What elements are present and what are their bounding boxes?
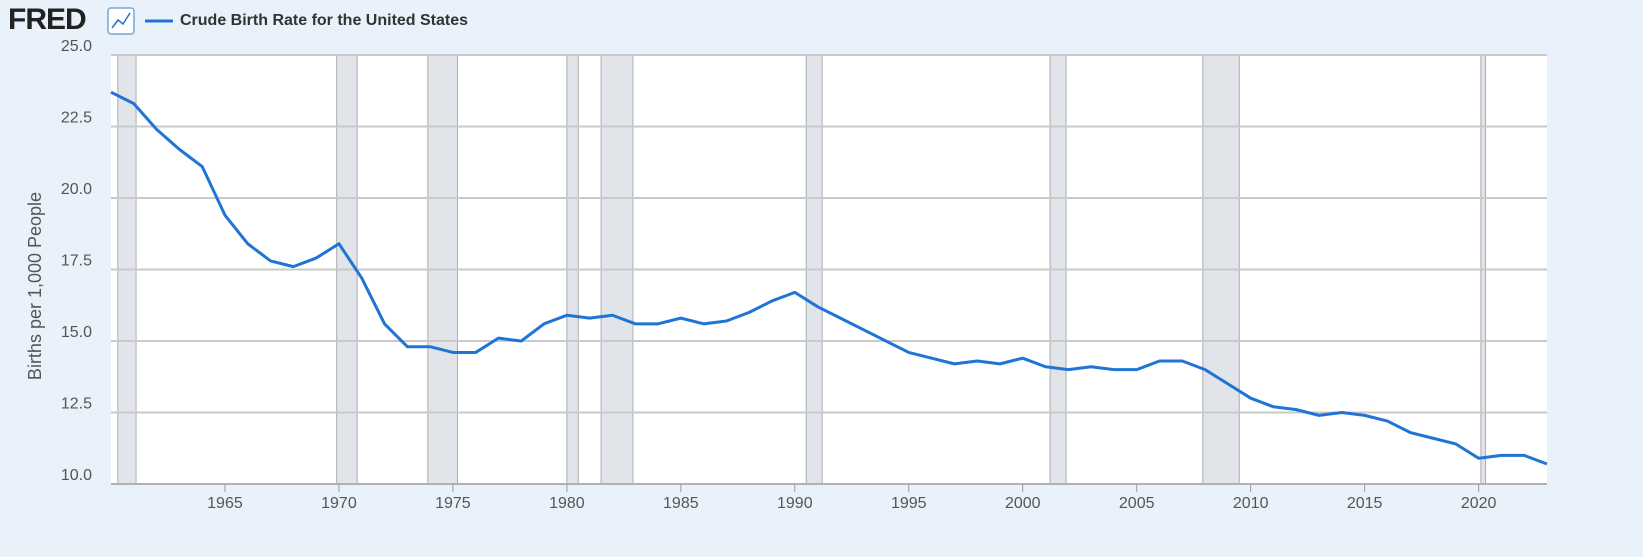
logo: FRED [8, 3, 86, 36]
y-tick-label: 22.5 [61, 110, 92, 127]
x-tick-label: 2020 [1461, 495, 1497, 512]
x-tick-label: 1970 [321, 495, 357, 512]
x-tick-label: 2015 [1347, 495, 1383, 512]
y-tick-label: 15.0 [61, 324, 92, 341]
x-tick-label: 2010 [1233, 495, 1269, 512]
x-tick-label: 2005 [1119, 495, 1155, 512]
graph-icon [107, 7, 135, 35]
x-tick-label: 1975 [435, 495, 471, 512]
x-tick-label: 1965 [207, 495, 243, 512]
legend-label: Crude Birth Rate for the United States [180, 12, 468, 29]
y-tick-label: 12.5 [61, 396, 92, 413]
x-tick-label: 1995 [891, 495, 927, 512]
x-tick-label: 1980 [549, 495, 585, 512]
x-tick-label: 1990 [777, 495, 813, 512]
y-tick-label: 25.0 [61, 38, 92, 55]
y-tick-label: 17.5 [61, 253, 92, 270]
y-tick-label: 10.0 [61, 467, 92, 484]
x-tick-label: 1985 [663, 495, 699, 512]
x-tick-label: 2000 [1005, 495, 1041, 512]
y-tick-label: 20.0 [61, 181, 92, 198]
y-axis-label: Births per 1,000 People [25, 192, 45, 380]
data-line [110, 90, 1548, 466]
